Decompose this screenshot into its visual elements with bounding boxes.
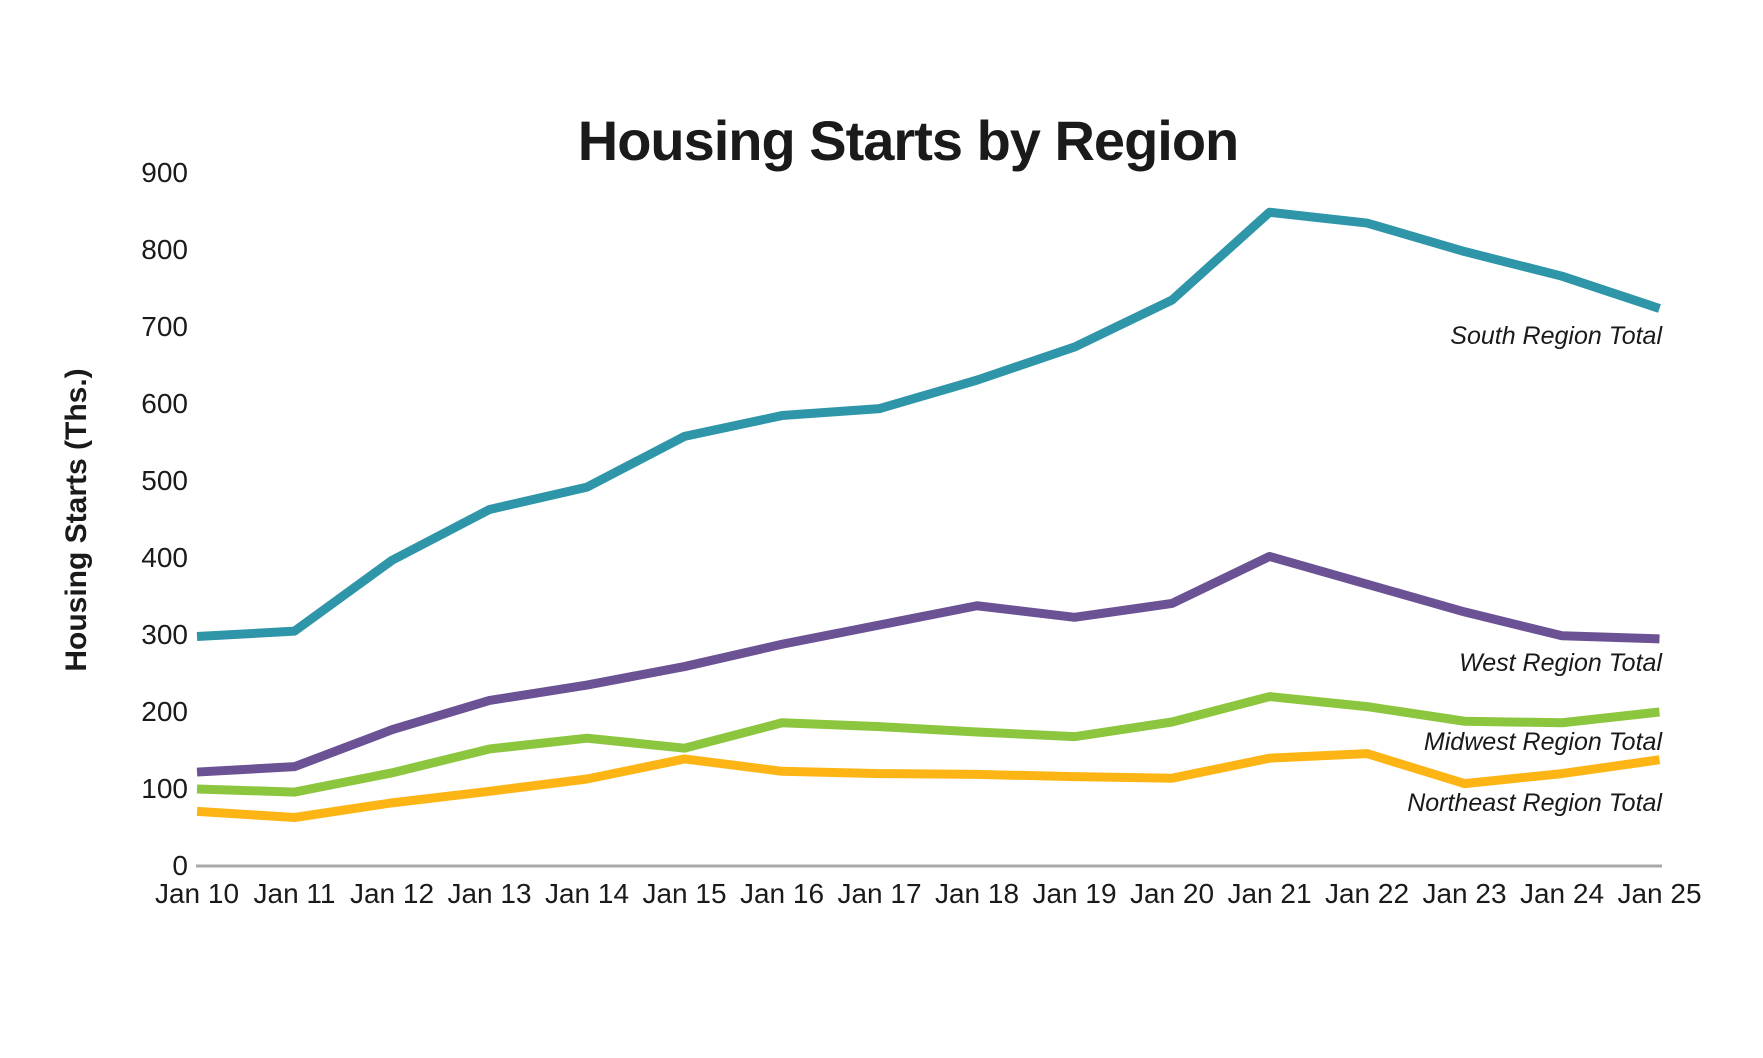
chart-title: Housing Starts by Region (577, 109, 1239, 172)
x-tick-label-jan-11: Jan 11 (253, 878, 336, 909)
x-tick-label-jan-13: Jan 13 (447, 878, 532, 909)
y-axis-title: Housing Starts (Ths.) (60, 368, 93, 672)
series-line-northeast-region-total (196, 749, 1661, 822)
y-tick-label-500: 500 (141, 465, 188, 496)
x-tick-label-jan-18: Jan 18 (934, 878, 1020, 909)
series-label-midwest-region-total: Midwest Region Total (1423, 728, 1662, 756)
y-tick-label-400: 400 (141, 542, 188, 573)
y-tick-label-300: 300 (141, 619, 188, 650)
x-tick-label-jan-21: Jan 21 (1227, 878, 1312, 909)
x-tick-label-jan-20: Jan 20 (1129, 878, 1215, 909)
series-line-midwest-region-total (196, 692, 1660, 797)
x-tick-label-jan-22: Jan 22 (1324, 878, 1410, 909)
x-tick-label-jan-16: Jan 16 (739, 878, 825, 909)
y-tick-label-0: 0 (172, 850, 188, 881)
y-tick-label-700: 700 (141, 311, 188, 342)
y-tick-label-600: 600 (141, 388, 188, 419)
series-label-west-region-total: West Region Total (1459, 648, 1662, 677)
x-tick-label-jan-25: Jan 25 (1617, 878, 1702, 909)
x-tick-label-jan-24: Jan 24 (1519, 878, 1605, 909)
x-tick-label-jan-10: Jan 10 (154, 878, 240, 909)
x-tick-label-jan-23: Jan 23 (1422, 878, 1507, 909)
x-tick-label-jan-19: Jan 19 (1032, 878, 1117, 909)
y-tick-label-200: 200 (141, 696, 188, 727)
series-line-south-region-total (196, 207, 1661, 642)
x-tick-label-jan-15: Jan 15 (642, 878, 727, 909)
series-line-west-region-total (196, 551, 1660, 777)
y-tick-label-100: 100 (141, 773, 188, 804)
y-tick-label-800: 800 (141, 234, 188, 265)
x-tick-label-jan-14: Jan 14 (544, 878, 630, 909)
series-label-northeast-region-total: Northeast Region Total (1407, 788, 1662, 817)
x-tick-label-jan-12: Jan 12 (349, 878, 435, 909)
series-label-south-region-total: South Region Total (1450, 321, 1662, 350)
y-tick-label-900: 900 (141, 157, 188, 188)
x-tick-label-jan-17: Jan 17 (837, 878, 922, 909)
